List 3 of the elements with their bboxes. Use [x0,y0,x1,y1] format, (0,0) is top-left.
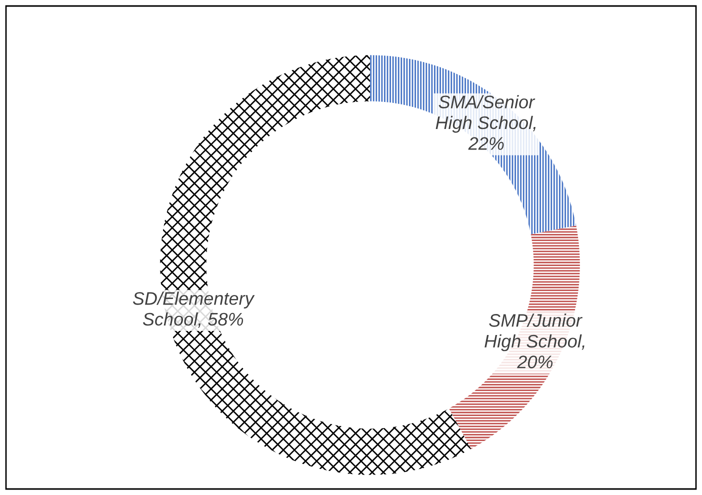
slice-label: SMP/Junior High School, 20% [484,314,584,368]
slice-label: SMA/Senior High School, 22% [436,95,536,150]
slice-label: SD/Elementery School, 58% [132,292,255,328]
